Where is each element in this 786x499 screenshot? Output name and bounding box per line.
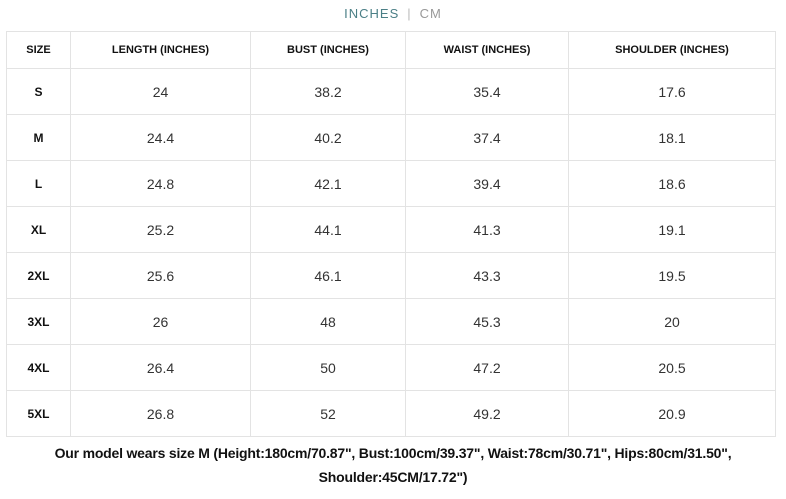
measurement-cell: 50: [250, 344, 406, 391]
measurement-cell: 35.4: [405, 68, 569, 115]
table-row: 5XL 26.8 52 49.2 20.9: [6, 390, 776, 437]
note-line-2: Shoulder:45CM/17.72"): [318, 469, 468, 485]
measurement-cell: 38.2: [250, 68, 406, 115]
note-line-1: Our model wears size M (Height:180cm/70.…: [54, 445, 732, 461]
column-header: LENGTH (INCHES): [70, 31, 251, 69]
measurement-cell: 39.4: [405, 160, 569, 207]
model-size-note: Our model wears size M (Height:180cm/70.…: [0, 441, 786, 489]
measurement-cell: 19.1: [568, 206, 776, 253]
size-cell: 3XL: [6, 298, 71, 345]
measurement-cell: 24.8: [70, 160, 251, 207]
measurement-cell: 24.4: [70, 114, 251, 161]
unit-inches-tab[interactable]: INCHES: [344, 6, 400, 21]
unit-toggle: INCHES | CM: [0, 6, 786, 21]
measurement-cell: 40.2: [250, 114, 406, 161]
header-row: SIZE LENGTH (INCHES) BUST (INCHES) WAIST (I…: [6, 31, 776, 69]
size-cell: 2XL: [6, 252, 71, 299]
measurement-cell: 26: [70, 298, 251, 345]
size-cell: M: [6, 114, 71, 161]
measurement-cell: 26.4: [70, 344, 251, 391]
measurement-cell: 25.2: [70, 206, 251, 253]
table-row: M 24.4 40.2 37.4 18.1: [6, 114, 776, 161]
measurement-cell: 18.6: [568, 160, 776, 207]
table-row: S 24 38.2 35.4 17.6: [6, 68, 776, 115]
column-header: SHOULDER (INCHES): [568, 31, 776, 69]
measurement-cell: 20.9: [568, 390, 776, 437]
size-cell: L: [6, 160, 71, 207]
measurement-cell: 19.5: [568, 252, 776, 299]
size-cell: 5XL: [6, 390, 71, 437]
measurement-cell: 18.1: [568, 114, 776, 161]
measurement-cell: 44.1: [250, 206, 406, 253]
measurement-cell: 45.3: [405, 298, 569, 345]
measurement-cell: 42.1: [250, 160, 406, 207]
measurement-cell: 43.3: [405, 252, 569, 299]
measurement-cell: 52: [250, 390, 406, 437]
size-cell: 4XL: [6, 344, 71, 391]
column-header: SIZE: [6, 31, 71, 69]
column-header: WAIST (INCHES): [405, 31, 569, 69]
table-row: 4XL 26.4 50 47.2 20.5: [6, 344, 776, 391]
measurement-cell: 49.2: [405, 390, 569, 437]
measurement-cell: 24: [70, 68, 251, 115]
unit-separator: |: [407, 6, 412, 21]
measurement-cell: 46.1: [250, 252, 406, 299]
measurement-cell: 41.3: [405, 206, 569, 253]
measurement-cell: 20.5: [568, 344, 776, 391]
size-cell: XL: [6, 206, 71, 253]
measurement-cell: 25.6: [70, 252, 251, 299]
measurement-cell: 20: [568, 298, 776, 345]
table-row: 2XL 25.6 46.1 43.3 19.5: [6, 252, 776, 299]
unit-cm-tab[interactable]: CM: [419, 6, 442, 21]
table-row: L 24.8 42.1 39.4 18.6: [6, 160, 776, 207]
measurement-cell: 17.6: [568, 68, 776, 115]
measurement-cell: 47.2: [405, 344, 569, 391]
table-row: XL 25.2 44.1 41.3 19.1: [6, 206, 776, 253]
measurement-cell: 37.4: [405, 114, 569, 161]
size-cell: S: [6, 68, 71, 115]
measurement-cell: 26.8: [70, 390, 251, 437]
measurement-cell: 48: [250, 298, 406, 345]
size-chart-table: SIZE LENGTH (INCHES) BUST (INCHES) WAIST (I…: [6, 31, 776, 437]
table-row: 3XL 26 48 45.3 20: [6, 298, 776, 345]
column-header: BUST (INCHES): [250, 31, 406, 69]
